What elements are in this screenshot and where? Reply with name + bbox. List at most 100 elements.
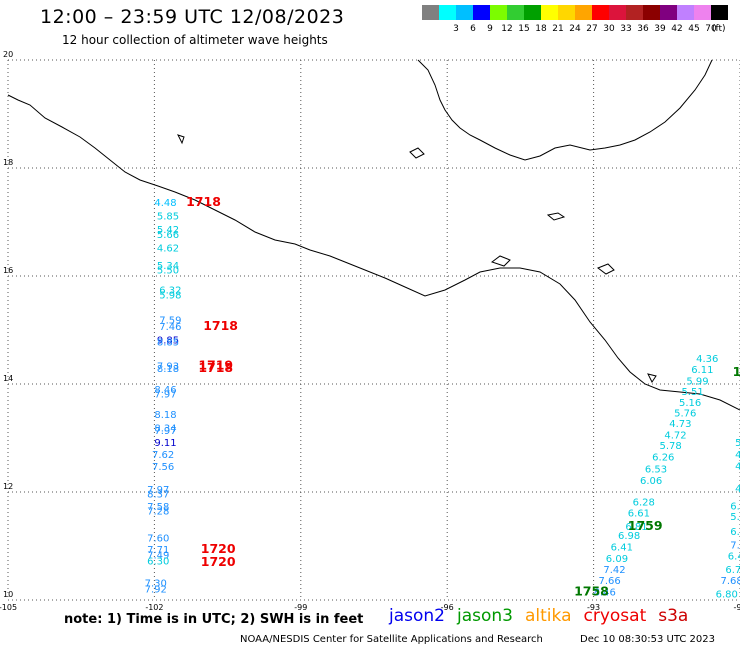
wave-height-value: 6.32 <box>159 285 181 296</box>
pass-time-label: 1758 <box>574 584 609 599</box>
wave-height-value: 5.16 <box>679 398 701 409</box>
color-swatch <box>456 5 473 20</box>
wave-height-value: 8.37 <box>147 489 169 500</box>
wave-height-value: 7.46 <box>159 322 181 333</box>
wave-height-value: 4.36 <box>696 354 718 365</box>
wave-height-value: 7.42 <box>603 565 625 576</box>
credit-line: NOAA/NESDIS Center for Satellite Applica… <box>240 634 543 645</box>
wave-height-value: 8.85 <box>157 338 179 349</box>
legend-altika: altika <box>525 606 572 626</box>
pass-time-label: 1800 <box>733 364 740 379</box>
color-scale-label: 45 <box>688 24 700 34</box>
wave-height-value: 7.59 <box>159 316 181 327</box>
color-scale-label: 3 <box>453 24 459 34</box>
wave-height-value: 6.98 <box>618 531 640 542</box>
wave-height-value: 6.75 <box>725 565 740 576</box>
lat-tick-label: 20 <box>3 50 13 59</box>
wave-height-value: 7.92 <box>145 584 167 595</box>
wave-height-value: 7.66 <box>598 576 620 587</box>
wave-height-value: 5.99 <box>686 377 708 388</box>
wave-height-value: 4 <box>735 461 740 472</box>
wave-height-value: 6.28 <box>633 498 655 509</box>
pass-time-label: 1720 <box>201 554 236 569</box>
wave-height-value: 6.80 <box>716 589 738 600</box>
color-swatch <box>660 5 677 20</box>
wave-height-value: 6.26 <box>652 453 674 464</box>
color-swatch <box>643 5 660 20</box>
color-swatch <box>541 5 558 20</box>
wave-height-value: 5.98 <box>159 291 181 302</box>
legend-jason3: jason3 <box>457 606 513 626</box>
wave-height-value: 8.46 <box>594 588 616 599</box>
coastal-islands <box>177 134 657 383</box>
color-swatch <box>626 5 643 20</box>
color-scale-label: 27 <box>586 24 598 34</box>
wave-height-value: 5.34 <box>157 261 179 272</box>
wave-height-observations: 4.48 5.85 5.425.66 4.62 5.345.50 6.325.98 7.59… <box>145 198 740 600</box>
wave-height-value: 6.11 <box>691 365 713 376</box>
wave-height-value: 7.49 <box>730 541 740 552</box>
lon-tick-label: -90 <box>733 603 740 612</box>
wave-height-value: 8.18 <box>154 410 176 421</box>
legend-s3a: s3a <box>658 606 689 626</box>
legend-cryosat: cryosat <box>583 606 647 626</box>
color-scale-unit: (ft) <box>712 24 726 34</box>
pass-time-label: 1718 <box>203 318 238 333</box>
color-scale-label: 18 <box>535 24 547 34</box>
color-swatch <box>694 5 711 20</box>
wave-height-value: 4 <box>735 450 740 461</box>
wave-height-value: 7.97 <box>154 426 176 437</box>
lat-tick-label: 14 <box>3 374 13 383</box>
pass-time-labels: 171817181718171917201720180017591758 <box>186 194 740 599</box>
wave-height-value: 5.66 <box>157 230 179 241</box>
color-swatch <box>473 5 490 20</box>
wave-height-value: 6.53 <box>645 465 667 476</box>
color-scale-label: 21 <box>552 24 564 34</box>
wave-height-value: 6.06 <box>640 476 662 487</box>
wave-height-value: 7.28 <box>147 507 169 518</box>
wave-height-value: 6.81 <box>625 522 647 533</box>
lon-tick-label: -93 <box>587 603 600 612</box>
color-swatch <box>524 5 541 20</box>
wave-height-value: 7.62 <box>152 450 174 461</box>
lat-tick-label: 18 <box>3 158 13 167</box>
lat-tick-label: 16 <box>3 266 13 275</box>
color-scale-label: 12 <box>501 24 513 34</box>
color-scale-label: 9 <box>487 24 493 34</box>
color-swatch <box>507 5 524 20</box>
wave-height-value: 5.7 <box>730 512 740 523</box>
wave-height-value: 5.42 <box>157 225 179 236</box>
gulf-coastline <box>417 59 713 161</box>
map-grid: -105 -102 -99 -96 -93 -90 20 18 16 14 12 10 <box>0 50 740 612</box>
color-scale-label: 30 <box>603 24 615 34</box>
wave-height-value: 8.46 <box>154 385 176 396</box>
wave-height-value: 6.62 <box>730 527 740 538</box>
wave-height-value: 7.71 <box>147 545 169 556</box>
wave-height-value: 9.85 <box>157 336 179 347</box>
wave-height-value: 7.97 <box>147 485 169 496</box>
pass-time-label: 1719 <box>198 357 233 372</box>
wave-height-value: 7.60 <box>147 534 169 545</box>
color-scale-label: 6 <box>470 24 476 34</box>
wave-height-value: 6.30 <box>147 556 169 567</box>
lat-tick-label: 12 <box>3 482 13 491</box>
color-swatch <box>677 5 694 20</box>
wave-height-value: 6.09 <box>606 554 628 565</box>
wave-height-value: 7.68 <box>720 576 740 587</box>
satellite-legend: jason2 jason3 altika cryosat s3a <box>389 606 700 626</box>
wave-height-value: 8.34 <box>154 424 176 435</box>
wave-height-value: 5.78 <box>659 441 681 452</box>
wave-height-value: 5 <box>735 438 740 449</box>
color-scale-label: 15 <box>518 24 530 34</box>
color-swatch <box>592 5 609 20</box>
color-swatch <box>422 5 439 20</box>
color-scale-label: 70 <box>705 24 717 34</box>
wave-height-value: 5.76 <box>674 408 696 419</box>
wave-height-value: 7.97 <box>154 390 176 401</box>
pass-time-label: 1759 <box>628 518 663 533</box>
lon-tick-label: -99 <box>294 603 307 612</box>
color-scale-label: 24 <box>569 24 581 34</box>
wave-height-value: 7.93 <box>157 361 179 372</box>
generated-timestamp: Dec 10 08:30:53 UTC 2023 <box>580 634 715 645</box>
